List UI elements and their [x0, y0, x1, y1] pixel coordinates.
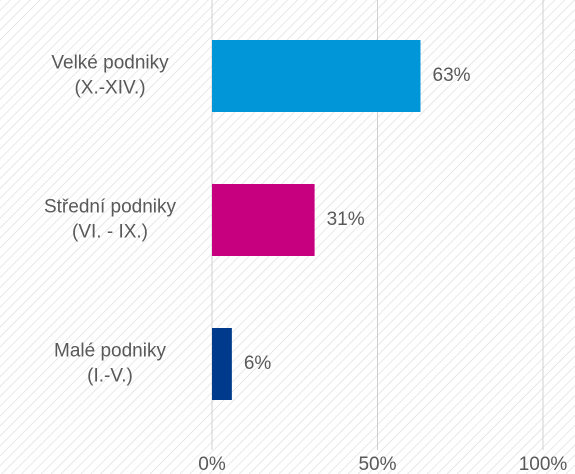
x-tick-label: 50%	[358, 454, 396, 474]
bar	[212, 40, 421, 112]
bar	[212, 184, 315, 256]
y-tick-label: (I.-V.)	[87, 366, 133, 387]
y-tick-label: Malé podniky	[54, 341, 166, 362]
value-label: 6%	[244, 353, 272, 374]
y-tick-label: Střední podniky	[44, 197, 177, 218]
bar	[212, 328, 232, 400]
value-label: 63%	[433, 65, 471, 86]
x-tick-label: 100%	[519, 454, 568, 474]
x-tick-label: 0%	[198, 454, 226, 474]
y-tick-label: Velké podniky	[51, 53, 169, 74]
value-label: 31%	[327, 209, 365, 230]
y-tick-label: (X.-XIV.)	[74, 78, 145, 99]
y-tick-label: (VI. - IX.)	[72, 222, 148, 243]
